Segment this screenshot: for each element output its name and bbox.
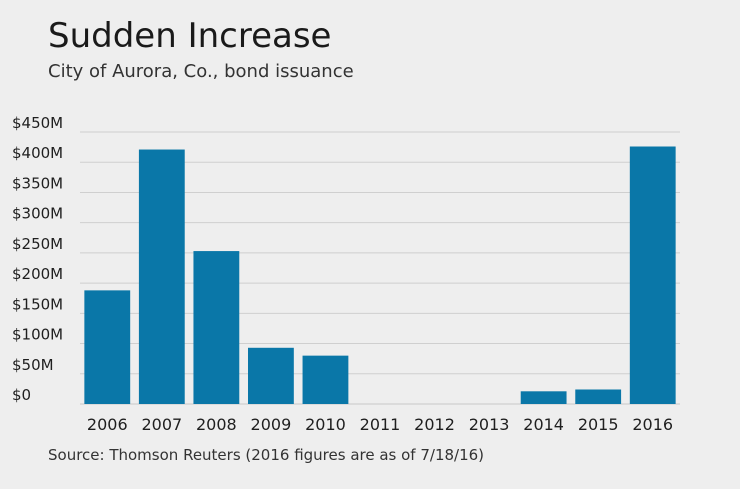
y-tick-label: $50M [12,356,54,374]
y-tick-label: $250M [12,235,63,253]
bar-2015 [575,389,622,404]
x-tick-label: 2011 [360,415,401,434]
x-tick-label: 2006 [87,415,128,434]
bar-2014 [520,391,567,404]
x-tick-label: 2015 [578,415,619,434]
x-tick-label: 2016 [632,415,673,434]
bars [84,146,676,405]
source-note: Source: Thomson Reuters (2016 figures ar… [48,446,485,464]
y-tick-label: $450M [12,114,63,132]
bar-2008 [193,251,240,404]
x-tick-label: 2007 [141,415,182,434]
bar-2009 [248,347,294,404]
x-axis-ticks: 2006 2007 2008 2009 2010 2011 2012 2013 2014 2015… [87,415,673,434]
y-tick-label: $0 [12,386,31,404]
y-tick-label: $300M [12,205,63,223]
bar-2007 [138,149,185,404]
x-tick-label: 2013 [469,415,510,434]
chart-title: Sudden Increase [48,16,332,56]
bar-2006 [84,290,131,404]
y-axis-ticks: $0 $50M $100M $150M $200M $250M $300M $350M $400… [12,114,63,404]
x-tick-label: 2008 [196,415,237,434]
chart-subtitle: City of Aurora, Co., bond issuance [48,61,354,82]
bar-2016 [629,146,676,405]
y-tick-label: $200M [12,265,63,283]
bar-2010 [302,355,349,404]
y-tick-label: $100M [12,326,63,344]
x-tick-label: 2009 [251,415,292,434]
y-tick-label: $400M [12,144,63,162]
x-tick-label: 2014 [523,415,564,434]
x-tick-label: 2012 [414,415,455,434]
y-tick-label: $350M [12,174,63,192]
y-tick-label: $150M [12,295,63,313]
x-tick-label: 2010 [305,415,346,434]
